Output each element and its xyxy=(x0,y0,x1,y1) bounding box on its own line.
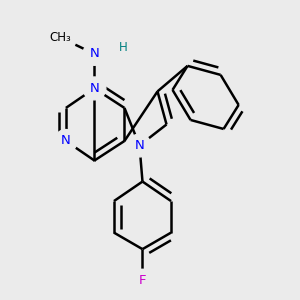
Text: N: N xyxy=(89,82,99,95)
Circle shape xyxy=(128,134,151,157)
Circle shape xyxy=(83,77,106,100)
Text: N: N xyxy=(61,134,71,148)
Circle shape xyxy=(43,21,76,54)
Circle shape xyxy=(112,36,134,59)
Text: N: N xyxy=(89,47,99,60)
Circle shape xyxy=(83,42,106,65)
Text: H: H xyxy=(118,41,127,54)
Text: CH₃: CH₃ xyxy=(49,31,71,44)
Circle shape xyxy=(131,269,154,292)
Text: N: N xyxy=(135,139,144,152)
Text: F: F xyxy=(139,274,146,287)
Circle shape xyxy=(55,130,77,152)
